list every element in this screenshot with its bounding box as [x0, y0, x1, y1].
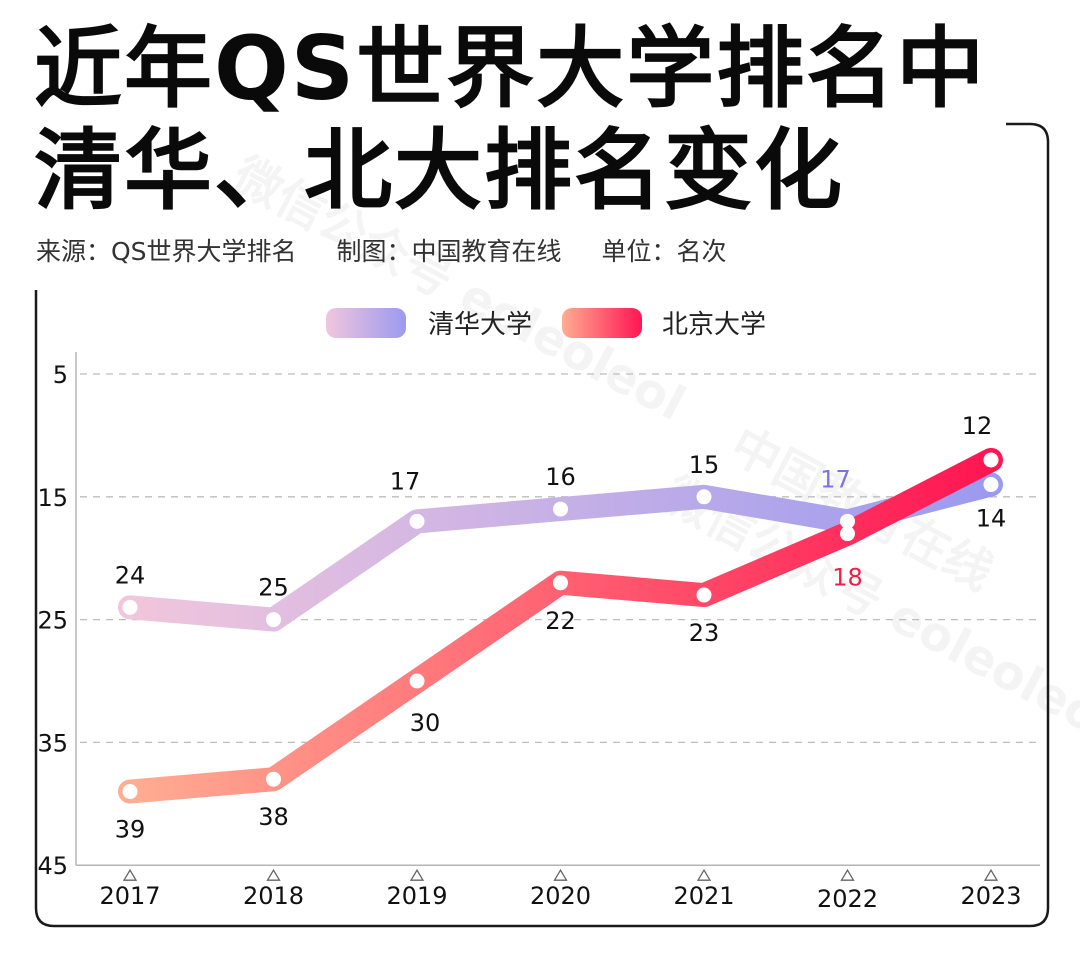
- point-pku-2021: [696, 587, 712, 603]
- data-label-pku-2022: 18: [832, 564, 863, 592]
- outer-frame: [34, 122, 1050, 928]
- point-pku-2023: [983, 452, 999, 468]
- chart-frame: [34, 122, 1050, 928]
- y-tick-label-5: 5: [53, 361, 68, 389]
- data-label-pku-2021: 23: [689, 619, 720, 647]
- title-line-2: 清华、北大排名变化: [34, 119, 845, 222]
- x-tick-mark-2023: [983, 868, 999, 881]
- legend-label-tsinghua: 清华大学: [428, 310, 532, 340]
- data-label-tsinghua-2022: 17: [820, 465, 851, 493]
- y-tick-label-15: 15: [37, 484, 68, 512]
- x-tick-mark-2017: [122, 868, 138, 881]
- point-tsinghua-2019: [409, 513, 425, 529]
- y-tick-label-45: 45: [37, 852, 68, 880]
- gridlines: [80, 373, 1036, 744]
- point-tsinghua-2020: [553, 501, 568, 517]
- unit-note: 单位：名次: [601, 237, 727, 266]
- legend: 清华大学 北京大学: [326, 308, 766, 340]
- data-label-pku-2020: 22: [545, 607, 576, 635]
- point-pku-2017: [122, 784, 138, 800]
- series: [118, 447, 1003, 804]
- chart-subtitle: 来源：QS世界大学排名 制图：中国教育在线 单位：名次: [36, 232, 759, 268]
- point-pku-2018: [266, 771, 281, 787]
- point-tsinghua-2017: [122, 599, 138, 615]
- data-label-pku-2023: 12: [962, 412, 993, 440]
- x-tick-label-2017: 2017: [99, 882, 160, 910]
- data-label-tsinghua-2019: 17: [390, 467, 421, 495]
- data-labels: 24 25 17 16 15 17 14 39 38 30 22 23 18 12: [115, 412, 1007, 844]
- point-tsinghua-2023: [983, 477, 999, 493]
- point-pku-2022: [840, 526, 855, 542]
- source-note: 来源：QS世界大学排名: [36, 237, 297, 266]
- x-tick-label-2018: 2018: [243, 882, 304, 910]
- x-tick-mark-2020: [553, 868, 568, 881]
- legend-label-pku: 北京大学: [662, 310, 766, 340]
- data-label-tsinghua-2017: 24: [115, 561, 146, 589]
- data-label-tsinghua-2023: 14: [976, 505, 1007, 533]
- point-pku-2020: [553, 575, 568, 591]
- data-label-pku-2017: 39: [115, 816, 146, 844]
- y-tick-label-25: 25: [37, 607, 68, 635]
- axes: 5 15 25 35 45 2017 2018 2019 2020 2021 2022 2023: [37, 352, 1040, 913]
- data-label-tsinghua-2021: 15: [689, 451, 720, 479]
- legend-swatch-tsinghua: [326, 308, 406, 338]
- made-by-note: 制图：中国教育在线: [336, 237, 562, 266]
- x-tick-label-2020: 2020: [530, 882, 591, 910]
- point-tsinghua-2022: [840, 513, 855, 529]
- point-pku-2019: [409, 673, 425, 689]
- y-tick-label-35: 35: [37, 729, 68, 757]
- x-tick-label-2023: 2023: [960, 882, 1021, 910]
- x-tick-label-2022: 2022: [817, 885, 878, 913]
- data-label-tsinghua-2020: 16: [545, 463, 576, 491]
- x-tick-mark-2019: [409, 868, 425, 881]
- x-tick-label-2021: 2021: [673, 882, 734, 910]
- data-label-pku-2018: 38: [258, 803, 289, 831]
- point-tsinghua-2021: [696, 489, 712, 505]
- x-tick-mark-2022: [840, 868, 855, 881]
- x-tick-mark-2021: [696, 868, 712, 881]
- x-tick-mark-2018: [266, 868, 281, 881]
- point-tsinghua-2018: [266, 612, 281, 628]
- chart-title: 近年QS世界大学排名中 清华、北大排名变化: [34, 18, 986, 222]
- data-label-pku-2019: 30: [410, 709, 441, 737]
- title-line-1: 近年QS世界大学排名中: [34, 17, 987, 120]
- x-tick-label-2019: 2019: [386, 882, 447, 910]
- data-label-tsinghua-2018: 25: [258, 574, 289, 602]
- legend-swatch-pku: [562, 308, 642, 338]
